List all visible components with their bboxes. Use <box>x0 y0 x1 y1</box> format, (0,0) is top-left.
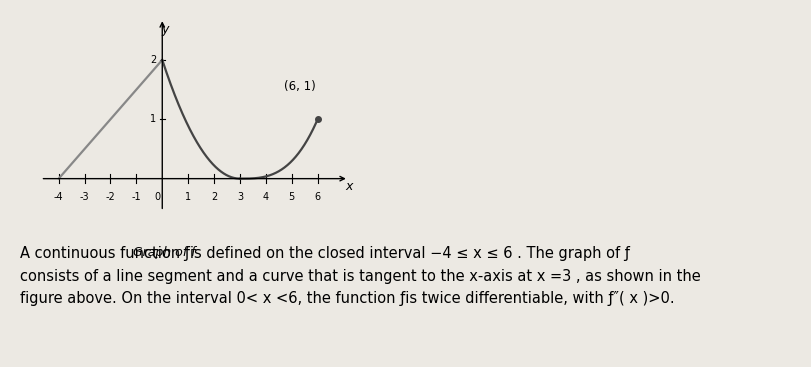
Text: 2: 2 <box>150 55 157 65</box>
Text: 6: 6 <box>315 192 320 202</box>
Text: -4: -4 <box>54 192 63 202</box>
Text: 1: 1 <box>185 192 191 202</box>
Text: 1: 1 <box>151 114 157 124</box>
Text: (6, 1): (6, 1) <box>284 80 315 92</box>
Text: -3: -3 <box>79 192 89 202</box>
Text: Graph of f: Graph of f <box>132 246 195 259</box>
Text: x: x <box>345 180 352 193</box>
Text: -1: -1 <box>131 192 141 202</box>
Text: y: y <box>161 23 169 36</box>
Text: 0: 0 <box>155 192 161 202</box>
Text: 4: 4 <box>263 192 269 202</box>
Text: 2: 2 <box>211 192 217 202</box>
Text: A continuous function ƒis defined on the closed interval −4 ≤ x ≤ 6 . The graph : A continuous function ƒis defined on the… <box>20 246 701 306</box>
Text: -2: -2 <box>105 192 115 202</box>
Text: 3: 3 <box>237 192 243 202</box>
Text: 5: 5 <box>289 192 295 202</box>
